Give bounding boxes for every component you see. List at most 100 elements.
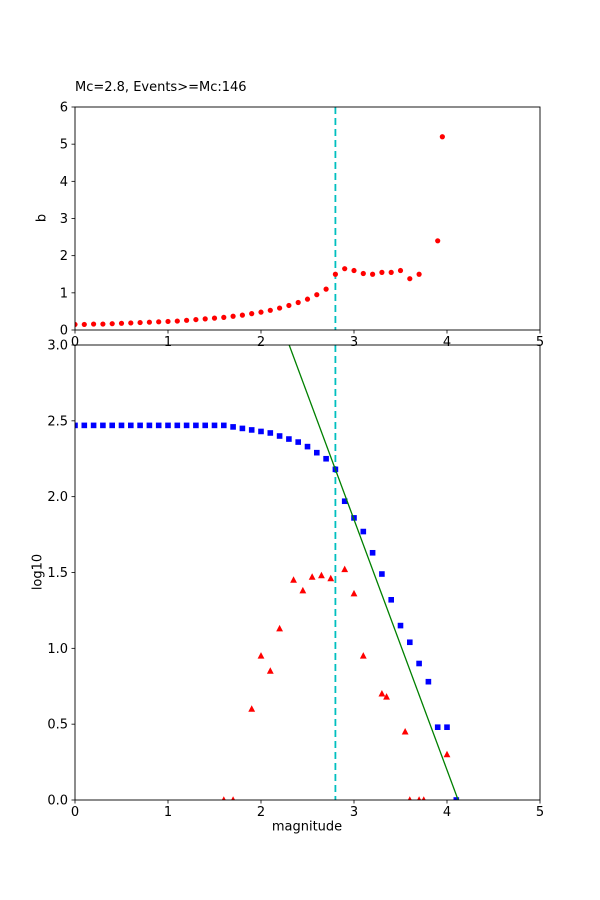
- data-point: [318, 571, 325, 579]
- y-axis-tick-label: 1.5: [47, 566, 68, 581]
- data-point: [109, 321, 115, 327]
- data-point: [369, 549, 376, 556]
- x-axis-tick-label: 1: [164, 805, 172, 820]
- data-point: [434, 724, 441, 730]
- y-axis-tick-label: 2.5: [47, 414, 68, 429]
- data-point: [75, 321, 78, 328]
- data-point: [128, 320, 134, 326]
- data-point: [165, 318, 171, 325]
- data-point: [118, 320, 125, 326]
- data-point: [184, 317, 190, 323]
- data-point: [146, 319, 152, 325]
- x-axis-tick-label: 5: [536, 335, 544, 350]
- data-point: [211, 315, 218, 321]
- x-axis-tick-label: 0: [71, 805, 79, 820]
- data-point: [407, 276, 413, 282]
- data-point: [379, 269, 385, 275]
- data-point: [221, 796, 226, 800]
- data-point: [417, 796, 422, 800]
- data-point: [221, 314, 227, 320]
- data-point: [239, 312, 245, 318]
- x-axis-tick-label: 5: [536, 805, 544, 820]
- data-point: [276, 433, 283, 439]
- data-point: [202, 316, 208, 322]
- cumulative-count-squares: [75, 422, 460, 800]
- data-point: [100, 422, 106, 429]
- data-point: [193, 316, 199, 323]
- data-point: [239, 425, 246, 432]
- y-axis-tick-label: 5: [60, 138, 68, 153]
- x-axis-tick-label: 3: [350, 805, 358, 820]
- data-point: [444, 724, 450, 730]
- data-point: [327, 574, 335, 582]
- data-point: [90, 422, 97, 429]
- chart-area-1: 0 1 2 3 4 5 0.0 0.5 1.0 1.5 2.0 2.5 3.0: [47, 339, 544, 821]
- data-point: [183, 422, 190, 429]
- data-point: [156, 319, 162, 325]
- data-point: [249, 311, 255, 317]
- data-point: [453, 797, 460, 800]
- data-point: [221, 422, 227, 429]
- data-point: [401, 727, 409, 735]
- data-point: [109, 422, 115, 429]
- data-point: [155, 422, 162, 429]
- y-axis-tick-label: 4: [60, 175, 68, 190]
- data-point: [421, 796, 426, 800]
- data-point: [416, 271, 422, 277]
- data-point: [248, 427, 255, 433]
- data-point: [202, 422, 208, 429]
- data-point: [230, 424, 236, 430]
- data-point: [332, 271, 338, 277]
- data-point: [383, 693, 390, 700]
- data-point: [360, 528, 367, 535]
- y-axis-tick-label: 1.0: [47, 642, 68, 657]
- data-point: [81, 321, 87, 328]
- data-point: [304, 296, 311, 302]
- data-point: [388, 597, 394, 603]
- y-axis-tick-label: 3.0: [47, 339, 68, 354]
- y-axis-tick-label: 2: [60, 249, 68, 264]
- bottom-chart-xlabel: magnitude: [271, 819, 343, 835]
- data-point: [323, 286, 329, 292]
- data-point: [258, 428, 264, 435]
- data-point: [299, 586, 307, 594]
- data-point: [81, 422, 88, 429]
- data-point: [286, 302, 292, 309]
- data-point: [295, 299, 301, 306]
- data-point: [266, 667, 274, 674]
- y-axis-tick-label: 0.5: [47, 718, 68, 733]
- axes-frame: [74, 344, 541, 801]
- data-point: [314, 449, 320, 456]
- data-point: [267, 307, 273, 313]
- data-point: [350, 589, 358, 597]
- data-point: [439, 134, 445, 140]
- data-point: [308, 573, 316, 580]
- data-point: [435, 238, 441, 244]
- data-point: [174, 318, 180, 324]
- data-point: [267, 430, 274, 436]
- data-point: [257, 652, 265, 659]
- y-axis-tick-label: 1: [60, 286, 68, 301]
- chart-area-0: 0 1 2 3 4 5 0 1 2 3 4 5 6: [60, 101, 544, 351]
- data-point: [360, 270, 366, 277]
- data-point: [425, 678, 432, 685]
- data-point: [416, 660, 422, 667]
- x-axis-tick-label: 0: [71, 335, 79, 350]
- data-point: [165, 422, 171, 429]
- x-axis-tick-label: 1: [164, 335, 172, 350]
- series-layer-0: [75, 107, 445, 330]
- data-point: [277, 305, 283, 311]
- data-point: [258, 309, 264, 315]
- data-point: [75, 422, 78, 429]
- data-point: [286, 436, 292, 442]
- data-point: [341, 565, 349, 573]
- top-chart-title: Mc=2.8, Events>=Mc:146: [75, 80, 247, 95]
- y-axis-tick-label: 0.0: [47, 794, 68, 809]
- data-point: [146, 422, 153, 429]
- axes-frame: [74, 106, 541, 331]
- data-point: [407, 639, 413, 646]
- data-point: [397, 622, 404, 629]
- data-point: [304, 443, 311, 450]
